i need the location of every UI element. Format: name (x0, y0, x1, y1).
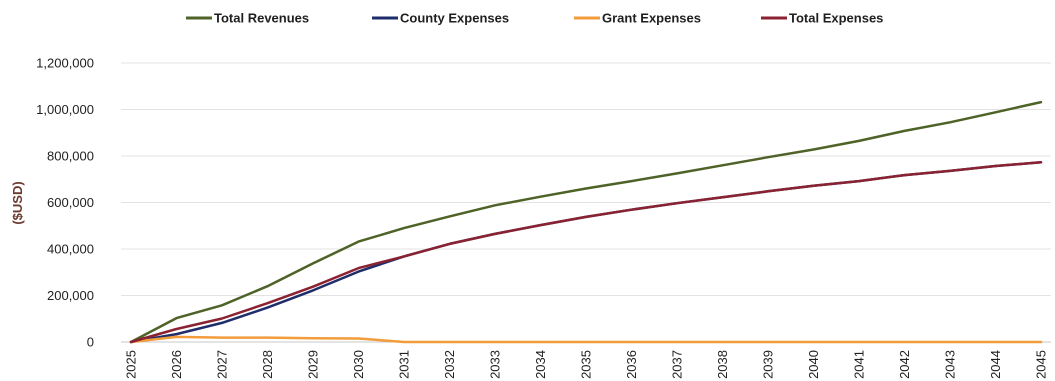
legend-label: County Expenses (400, 11, 509, 26)
series-total-revenues (129, 100, 1043, 344)
y-tick-label: 600,000 (47, 195, 94, 210)
x-tick-label: 2039 (761, 350, 776, 379)
legend-label: Total Expenses (789, 11, 883, 26)
legend-label: Grant Expenses (602, 11, 701, 26)
y-tick-label: 200,000 (47, 288, 94, 303)
legend-entry: Total Revenues (186, 11, 309, 26)
x-tick-label: 2027 (215, 350, 230, 379)
x-tick-label: 2025 (124, 350, 139, 379)
x-axis-ticks: 2025 2026 2027 2028 2029 2030 2031 2032 2033 2034… (124, 350, 1049, 379)
x-tick-label: 2035 (579, 350, 594, 379)
series-lines (129, 100, 1043, 344)
x-tick-label: 2042 (897, 350, 912, 379)
x-tick-label: 2032 (442, 350, 457, 379)
y-axis-ticks: 0 200,000 400,000 600,000 800,000 1,000,000 1,… (36, 56, 94, 350)
x-tick-label: 2036 (624, 350, 639, 379)
x-tick-label: 2029 (306, 350, 321, 379)
series-grant-expenses (129, 335, 1043, 344)
x-tick-label: 2028 (260, 350, 275, 379)
x-tick-label: 2043 (943, 350, 958, 379)
x-tick-label: 2034 (533, 350, 548, 379)
x-tick-label: 2041 (852, 350, 867, 379)
y-axis-label: ($USD) (10, 181, 25, 224)
y-tick-label: 0 (87, 335, 94, 350)
x-tick-label: 2030 (351, 350, 366, 379)
legend: Total Revenues County Expenses Grant Expen… (186, 11, 883, 26)
y-tick-label: 400,000 (47, 242, 94, 257)
legend-entry: Total Expenses (761, 11, 883, 26)
series-total-expenses (129, 161, 1043, 344)
x-tick-label: 2044 (988, 350, 1003, 379)
x-tick-label: 2026 (169, 350, 184, 379)
x-tick-label: 2040 (806, 350, 821, 379)
x-tick-label: 2033 (488, 350, 503, 379)
x-tick-label: 2038 (715, 350, 730, 379)
gridlines (121, 62, 1051, 296)
legend-label: Total Revenues (214, 11, 309, 26)
legend-entry: County Expenses (372, 11, 509, 26)
y-tick-label: 800,000 (47, 149, 94, 164)
x-tick-label: 2031 (397, 350, 412, 379)
x-tick-label: 2037 (670, 350, 685, 379)
legend-entry: Grant Expenses (574, 11, 701, 26)
y-tick-label: 1,200,000 (36, 56, 94, 71)
x-tick-label: 2045 (1034, 350, 1049, 379)
series-line (129, 100, 1043, 344)
y-tick-label: 1,000,000 (36, 102, 94, 117)
